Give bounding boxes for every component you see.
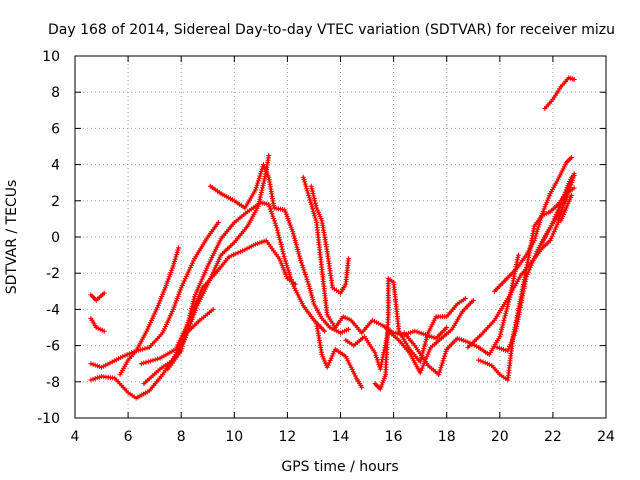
x-tick-label: 8 (177, 429, 186, 445)
series-markers (401, 252, 521, 378)
y-tick-label: -2 (46, 266, 60, 282)
series-arc-21 (542, 75, 577, 111)
series-markers (88, 315, 107, 334)
x-tick-label: 24 (597, 429, 615, 445)
series-markers (314, 321, 365, 390)
series-arc-6 (138, 238, 298, 367)
series-arc-9 (207, 162, 351, 336)
chart-title: Day 168 of 2014, Sidereal Day-to-day VTE… (48, 22, 615, 38)
series-markers (88, 220, 221, 370)
y-tick-label: 8 (51, 85, 60, 101)
series-markers (492, 154, 574, 294)
y-tick-label: -10 (37, 411, 60, 427)
series-arc-14 (372, 276, 468, 392)
grid (75, 56, 606, 418)
x-tick-label: 18 (438, 429, 456, 445)
series-markers (165, 200, 328, 372)
x-tick-label: 10 (225, 429, 243, 445)
series-markers (88, 290, 107, 303)
series-arc-10 (300, 174, 450, 341)
x-tick-label: 12 (278, 429, 296, 445)
y-axis-label: SDTVAR / TECUs (4, 180, 20, 295)
series-arc-4 (88, 315, 107, 334)
series-arc-8 (165, 200, 328, 372)
series-line (119, 246, 180, 376)
x-tick-label: 22 (544, 429, 562, 445)
series-markers (539, 174, 574, 245)
y-tick-label: 10 (42, 49, 60, 65)
x-tick-label: 16 (385, 429, 403, 445)
series-markers (372, 276, 468, 392)
y-tick-label: -6 (46, 339, 60, 355)
series-markers (207, 162, 351, 336)
series-line (302, 176, 448, 340)
x-tick-label: 6 (124, 429, 133, 445)
y-tick-label: 2 (51, 194, 60, 210)
series-markers (558, 192, 574, 224)
series-markers (138, 238, 298, 367)
x-axis-label: GPS time / hours (281, 459, 398, 475)
series-arc-5 (88, 290, 107, 303)
series-arc-22 (558, 192, 574, 224)
series-markers (117, 245, 181, 378)
x-tick-label: 20 (491, 429, 509, 445)
y-tick-label: 0 (51, 230, 60, 246)
x-tick-label: 14 (332, 429, 350, 445)
series-arc-15 (401, 252, 521, 378)
x-tick-label: 4 (71, 429, 80, 445)
data-series (88, 75, 577, 401)
y-tick-label: 6 (51, 121, 60, 137)
y-tick-label: -8 (46, 375, 60, 391)
series-arc-2 (88, 220, 221, 370)
series-arc-20 (539, 174, 574, 245)
y-tick-label: 4 (51, 158, 60, 174)
series-arc-12 (314, 321, 365, 390)
y-tick-label: -4 (46, 302, 60, 318)
series-arc-11 (308, 183, 351, 296)
series-markers (542, 75, 577, 111)
series-arc-3 (117, 245, 181, 378)
series-arc-18 (492, 154, 574, 294)
series-markers (308, 183, 351, 296)
